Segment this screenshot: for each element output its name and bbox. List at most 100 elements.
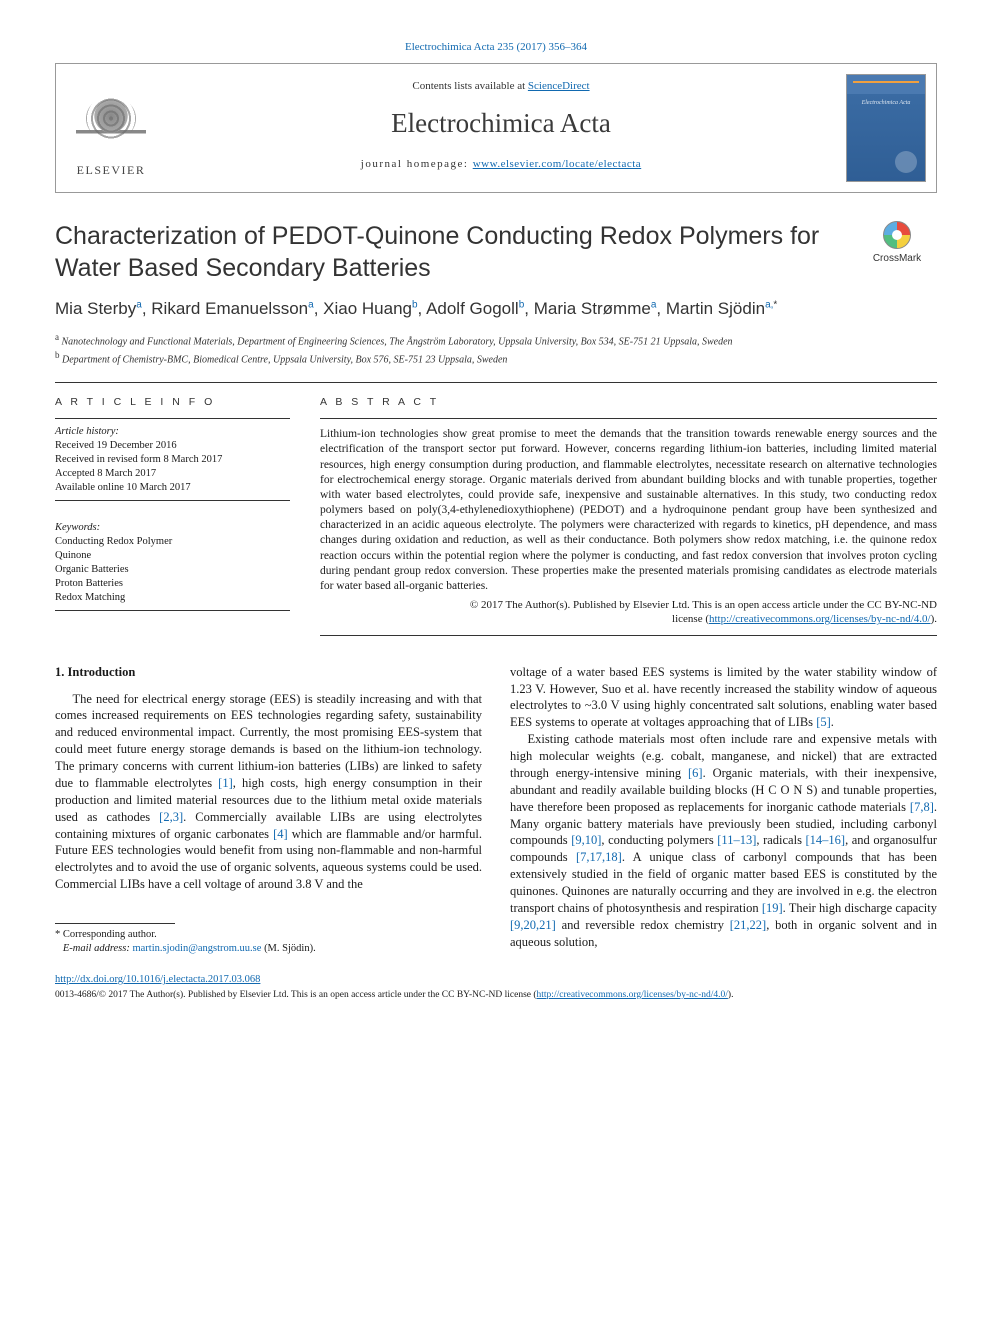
author-affil-sup: a	[651, 299, 657, 310]
homepage-link[interactable]: www.elsevier.com/locate/electacta	[473, 158, 642, 170]
text-run: .	[831, 715, 834, 729]
cc-license-link[interactable]: http://creativecommons.org/licenses/by-n…	[709, 613, 931, 625]
journal-header: ELSEVIER Contents lists available at Sci…	[55, 63, 937, 193]
section-heading: 1. Introduction	[55, 664, 482, 681]
affiliations: a Nanotechnology and Functional Material…	[55, 331, 937, 367]
keywords-label: Keywords:	[55, 521, 290, 535]
authors-line: Mia Sterbya, Rikard Emanuelssona, Xiao H…	[55, 298, 937, 321]
abstract-copyright: © 2017 The Author(s). Published by Elsev…	[320, 598, 937, 627]
ref-link[interactable]: [2,3]	[159, 810, 183, 824]
email-suffix: (M. Sjödin).	[261, 943, 315, 954]
author-affil-sup: b	[519, 299, 525, 310]
corresponding-footnote: * Corresponding author. E-mail address: …	[55, 928, 482, 955]
email-label: E-mail address:	[63, 943, 133, 954]
publisher-logo-cell: ELSEVIER	[56, 64, 166, 192]
sciencedirect-link[interactable]: ScienceDirect	[528, 80, 590, 92]
body-col-right: voltage of a water based EES systems is …	[510, 664, 937, 956]
body-columns: 1. Introduction The need for electrical …	[55, 664, 937, 956]
ref-link[interactable]: [6]	[688, 766, 703, 780]
author: Rikard Emanuelsson	[151, 299, 308, 318]
author-affil-sup: b	[412, 299, 418, 310]
ref-link[interactable]: [19]	[762, 901, 783, 915]
contents-prefix: Contents lists available at	[412, 80, 527, 92]
text-run: voltage of a water based EES systems is …	[510, 665, 937, 730]
text-run: , radicals	[756, 833, 805, 847]
keyword: Quinone	[55, 549, 290, 563]
ref-link[interactable]: [5]	[816, 715, 831, 729]
author-affil-sup: a	[136, 299, 142, 310]
bottom-copyright: 0013-4686/© 2017 The Author(s). Publishe…	[55, 990, 937, 1002]
crossmark-label: CrossMark	[873, 252, 921, 266]
footnote-corr: Corresponding author.	[60, 929, 157, 940]
ref-link[interactable]: [7,17,18]	[576, 850, 622, 864]
author-affil-sup: a	[308, 299, 314, 310]
article-info-head: A R T I C L E I N F O	[55, 383, 290, 418]
cover-cell: Electrochimica Acta	[836, 64, 936, 192]
author: Maria Strømme	[534, 299, 651, 318]
cc-license-link-bottom[interactable]: http://creativecommons.org/licenses/by-n…	[537, 990, 728, 1000]
ref-link[interactable]: [1]	[218, 776, 233, 790]
author: Xiao Huang	[323, 299, 412, 318]
elsevier-word: ELSEVIER	[77, 162, 146, 179]
footnote-separator	[55, 923, 175, 924]
history-item: Received 19 December 2016	[55, 439, 290, 453]
keyword: Redox Matching	[55, 591, 290, 605]
doi-line: http://dx.doi.org/10.1016/j.electacta.20…	[55, 973, 937, 988]
keyword: Organic Batteries	[55, 563, 290, 577]
crossmark-icon	[883, 221, 911, 249]
abstract-bottom-rule	[320, 635, 937, 636]
abstract-text: Lithium-ion technologies show great prom…	[320, 428, 937, 592]
ref-link[interactable]: [11–13]	[717, 833, 756, 847]
keywords-block: Keywords: Conducting Redox Polymer Quino…	[55, 501, 290, 611]
doi-link[interactable]: http://dx.doi.org/10.1016/j.electacta.20…	[55, 974, 260, 985]
elsevier-tree-icon	[76, 88, 146, 158]
copyright-line2-prefix: license (	[672, 613, 709, 625]
paragraph: The need for electrical energy storage (…	[55, 691, 482, 894]
text-run: , conducting polymers	[601, 833, 717, 847]
bottom-copy-a: 0013-4686/© 2017 The Author(s). Publishe…	[55, 990, 537, 1000]
article-info-column: A R T I C L E I N F O Article history: R…	[55, 383, 290, 635]
text-run: . Their high discharge capacity	[783, 901, 937, 915]
corresponding-star: *	[773, 299, 777, 310]
journal-citation[interactable]: Electrochimica Acta 235 (2017) 356–364	[55, 40, 937, 55]
crossmark-badge[interactable]: CrossMark	[857, 221, 937, 266]
journal-name: Electrochimica Acta	[176, 105, 826, 143]
journal-cover-thumb: Electrochimica Acta	[846, 74, 926, 182]
bottom-copy-b: ).	[728, 990, 734, 1000]
abstract-column: A B S T R A C T Lithium-ion technologies…	[320, 383, 937, 635]
abstract-head: A B S T R A C T	[320, 383, 937, 418]
copyright-line2-suffix: ).	[931, 613, 937, 625]
history-item: Available online 10 March 2017	[55, 481, 290, 495]
ref-link[interactable]: [9,10]	[571, 833, 601, 847]
author: Mia Sterby	[55, 299, 136, 318]
history-label: Article history:	[55, 425, 290, 439]
elsevier-logo: ELSEVIER	[67, 78, 155, 178]
email-link[interactable]: martin.sjodin@angstrom.uu.se	[132, 943, 261, 954]
cover-title: Electrochimica Acta	[847, 99, 925, 107]
ref-link[interactable]: [4]	[273, 827, 288, 841]
ref-link[interactable]: [7,8]	[910, 800, 934, 814]
header-center: Contents lists available at ScienceDirec…	[166, 64, 836, 192]
homepage-prefix: journal homepage:	[361, 158, 473, 170]
paragraph: Existing cathode materials most often in…	[510, 731, 937, 950]
ref-link[interactable]: [21,22]	[730, 918, 766, 932]
copyright-line1: © 2017 The Author(s). Published by Elsev…	[470, 599, 937, 611]
paragraph: voltage of a water based EES systems is …	[510, 664, 937, 732]
homepage-line: journal homepage: www.elsevier.com/locat…	[176, 157, 826, 172]
affiliation-b: Department of Chemistry-BMC, Biomedical …	[62, 354, 507, 365]
body-col-left: 1. Introduction The need for electrical …	[55, 664, 482, 956]
keyword: Proton Batteries	[55, 577, 290, 591]
keyword: Conducting Redox Polymer	[55, 535, 290, 549]
contents-line: Contents lists available at ScienceDirec…	[176, 79, 826, 94]
ref-link[interactable]: [9,20,21]	[510, 918, 556, 932]
author: Adolf Gogoll	[426, 299, 519, 318]
author: Martin Sjödin	[666, 299, 765, 318]
history-item: Received in revised form 8 March 2017	[55, 453, 290, 467]
history-item: Accepted 8 March 2017	[55, 467, 290, 481]
article-title: Characterization of PEDOT-Quinone Conduc…	[55, 221, 842, 284]
ref-link[interactable]: [14–16]	[806, 833, 846, 847]
text-run: and reversible redox chemistry	[556, 918, 730, 932]
article-history: Article history: Received 19 December 20…	[55, 418, 290, 501]
abstract-body: Lithium-ion technologies show great prom…	[320, 418, 937, 626]
affiliation-a: Nanotechnology and Functional Materials,…	[62, 336, 733, 347]
